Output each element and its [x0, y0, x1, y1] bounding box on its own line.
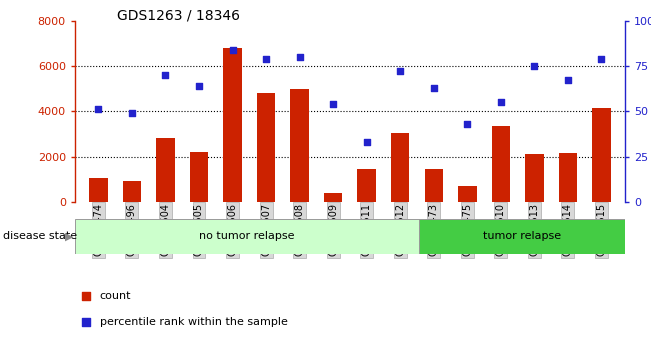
- Bar: [419, 219, 625, 254]
- Point: [395, 69, 406, 74]
- Point: [294, 54, 305, 60]
- Bar: [391, 133, 409, 202]
- Text: tumor relapse: tumor relapse: [483, 231, 561, 241]
- Bar: [189, 152, 208, 202]
- Bar: [122, 181, 141, 202]
- Point: [160, 72, 171, 78]
- Point: [529, 63, 540, 69]
- Point: [127, 110, 137, 116]
- Point: [93, 107, 104, 112]
- Point: [495, 99, 506, 105]
- Point: [81, 319, 91, 325]
- Point: [261, 56, 271, 61]
- Bar: [559, 153, 577, 202]
- Point: [328, 101, 339, 107]
- Bar: [156, 138, 174, 202]
- Point: [562, 78, 573, 83]
- Text: percentile rank within the sample: percentile rank within the sample: [100, 317, 288, 327]
- Bar: [424, 169, 443, 202]
- Text: ▶: ▶: [65, 231, 74, 241]
- Point: [428, 85, 439, 90]
- Text: disease state: disease state: [3, 231, 77, 241]
- Point: [361, 139, 372, 145]
- Bar: [458, 186, 477, 202]
- Bar: [223, 48, 242, 202]
- Bar: [75, 219, 419, 254]
- Text: count: count: [100, 291, 131, 300]
- Point: [596, 56, 607, 61]
- Bar: [492, 126, 510, 202]
- Point: [227, 47, 238, 52]
- Bar: [592, 108, 611, 202]
- Bar: [290, 89, 309, 202]
- Text: GDS1263 / 18346: GDS1263 / 18346: [117, 9, 240, 23]
- Point: [81, 293, 91, 298]
- Point: [194, 83, 204, 89]
- Point: [462, 121, 473, 127]
- Bar: [257, 93, 275, 202]
- Bar: [357, 169, 376, 202]
- Bar: [89, 178, 107, 202]
- Bar: [324, 193, 342, 202]
- Text: no tumor relapse: no tumor relapse: [199, 231, 294, 241]
- Bar: [525, 154, 544, 202]
